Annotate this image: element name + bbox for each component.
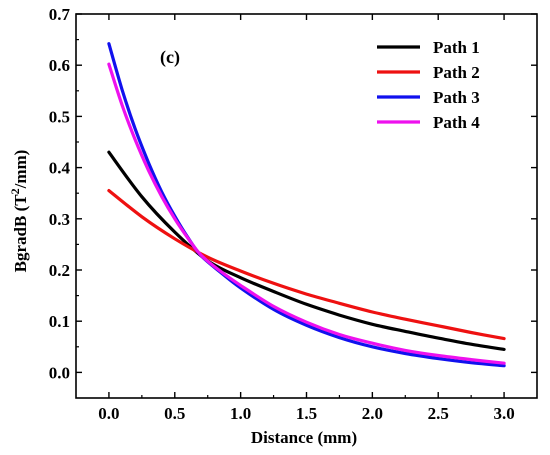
y-axis-title-superscript: 2 <box>8 188 22 194</box>
x-tick-label: 0.5 <box>164 404 185 423</box>
x-tick-label: 1.0 <box>230 404 251 423</box>
x-tick-label: 1.5 <box>296 404 317 423</box>
legend-label-3: Path 3 <box>433 88 480 107</box>
legend: Path 1 Path 2 Path 3 Path 4 <box>377 38 480 132</box>
y-axis-title-main: BgradB (T <box>11 194 30 273</box>
y-tick-label: 0.4 <box>49 159 71 178</box>
y-tick-label: 0.5 <box>49 107 70 126</box>
y-axis-title-unit: /mm) <box>11 150 30 190</box>
legend-label-1: Path 1 <box>433 38 480 57</box>
y-tick-label: 0.2 <box>49 261 70 280</box>
plot-area <box>107 42 506 368</box>
y-axis-title: BgradB (T2/mm) <box>8 150 30 273</box>
y-tick-label: 0.1 <box>49 312 70 331</box>
x-tick-label: 0.0 <box>98 404 119 423</box>
legend-label-2: Path 2 <box>433 63 480 82</box>
x-tick-label: 2.5 <box>428 404 449 423</box>
x-axis-title: Distance (mm) <box>251 428 357 447</box>
y-tick-label: 0.3 <box>49 210 70 229</box>
series-line-2 <box>107 189 506 341</box>
x-tick-label: 3.0 <box>493 404 514 423</box>
x-tick-label: 2.0 <box>362 404 383 423</box>
panel-label: (c) <box>160 47 180 68</box>
y-tick-label: 0.7 <box>49 5 71 24</box>
legend-label-4: Path 4 <box>433 113 480 132</box>
series-line-4 <box>107 62 506 365</box>
y-tick-label: 0.0 <box>49 363 70 382</box>
axes: 0.0 0.5 1.0 1.5 2.0 2.5 3.0 0.0 0.1 0.2 0.3 0.4 0.5 0… <box>49 5 538 423</box>
series-line-1 <box>107 150 506 351</box>
y-tick-label: 0.6 <box>49 56 70 75</box>
